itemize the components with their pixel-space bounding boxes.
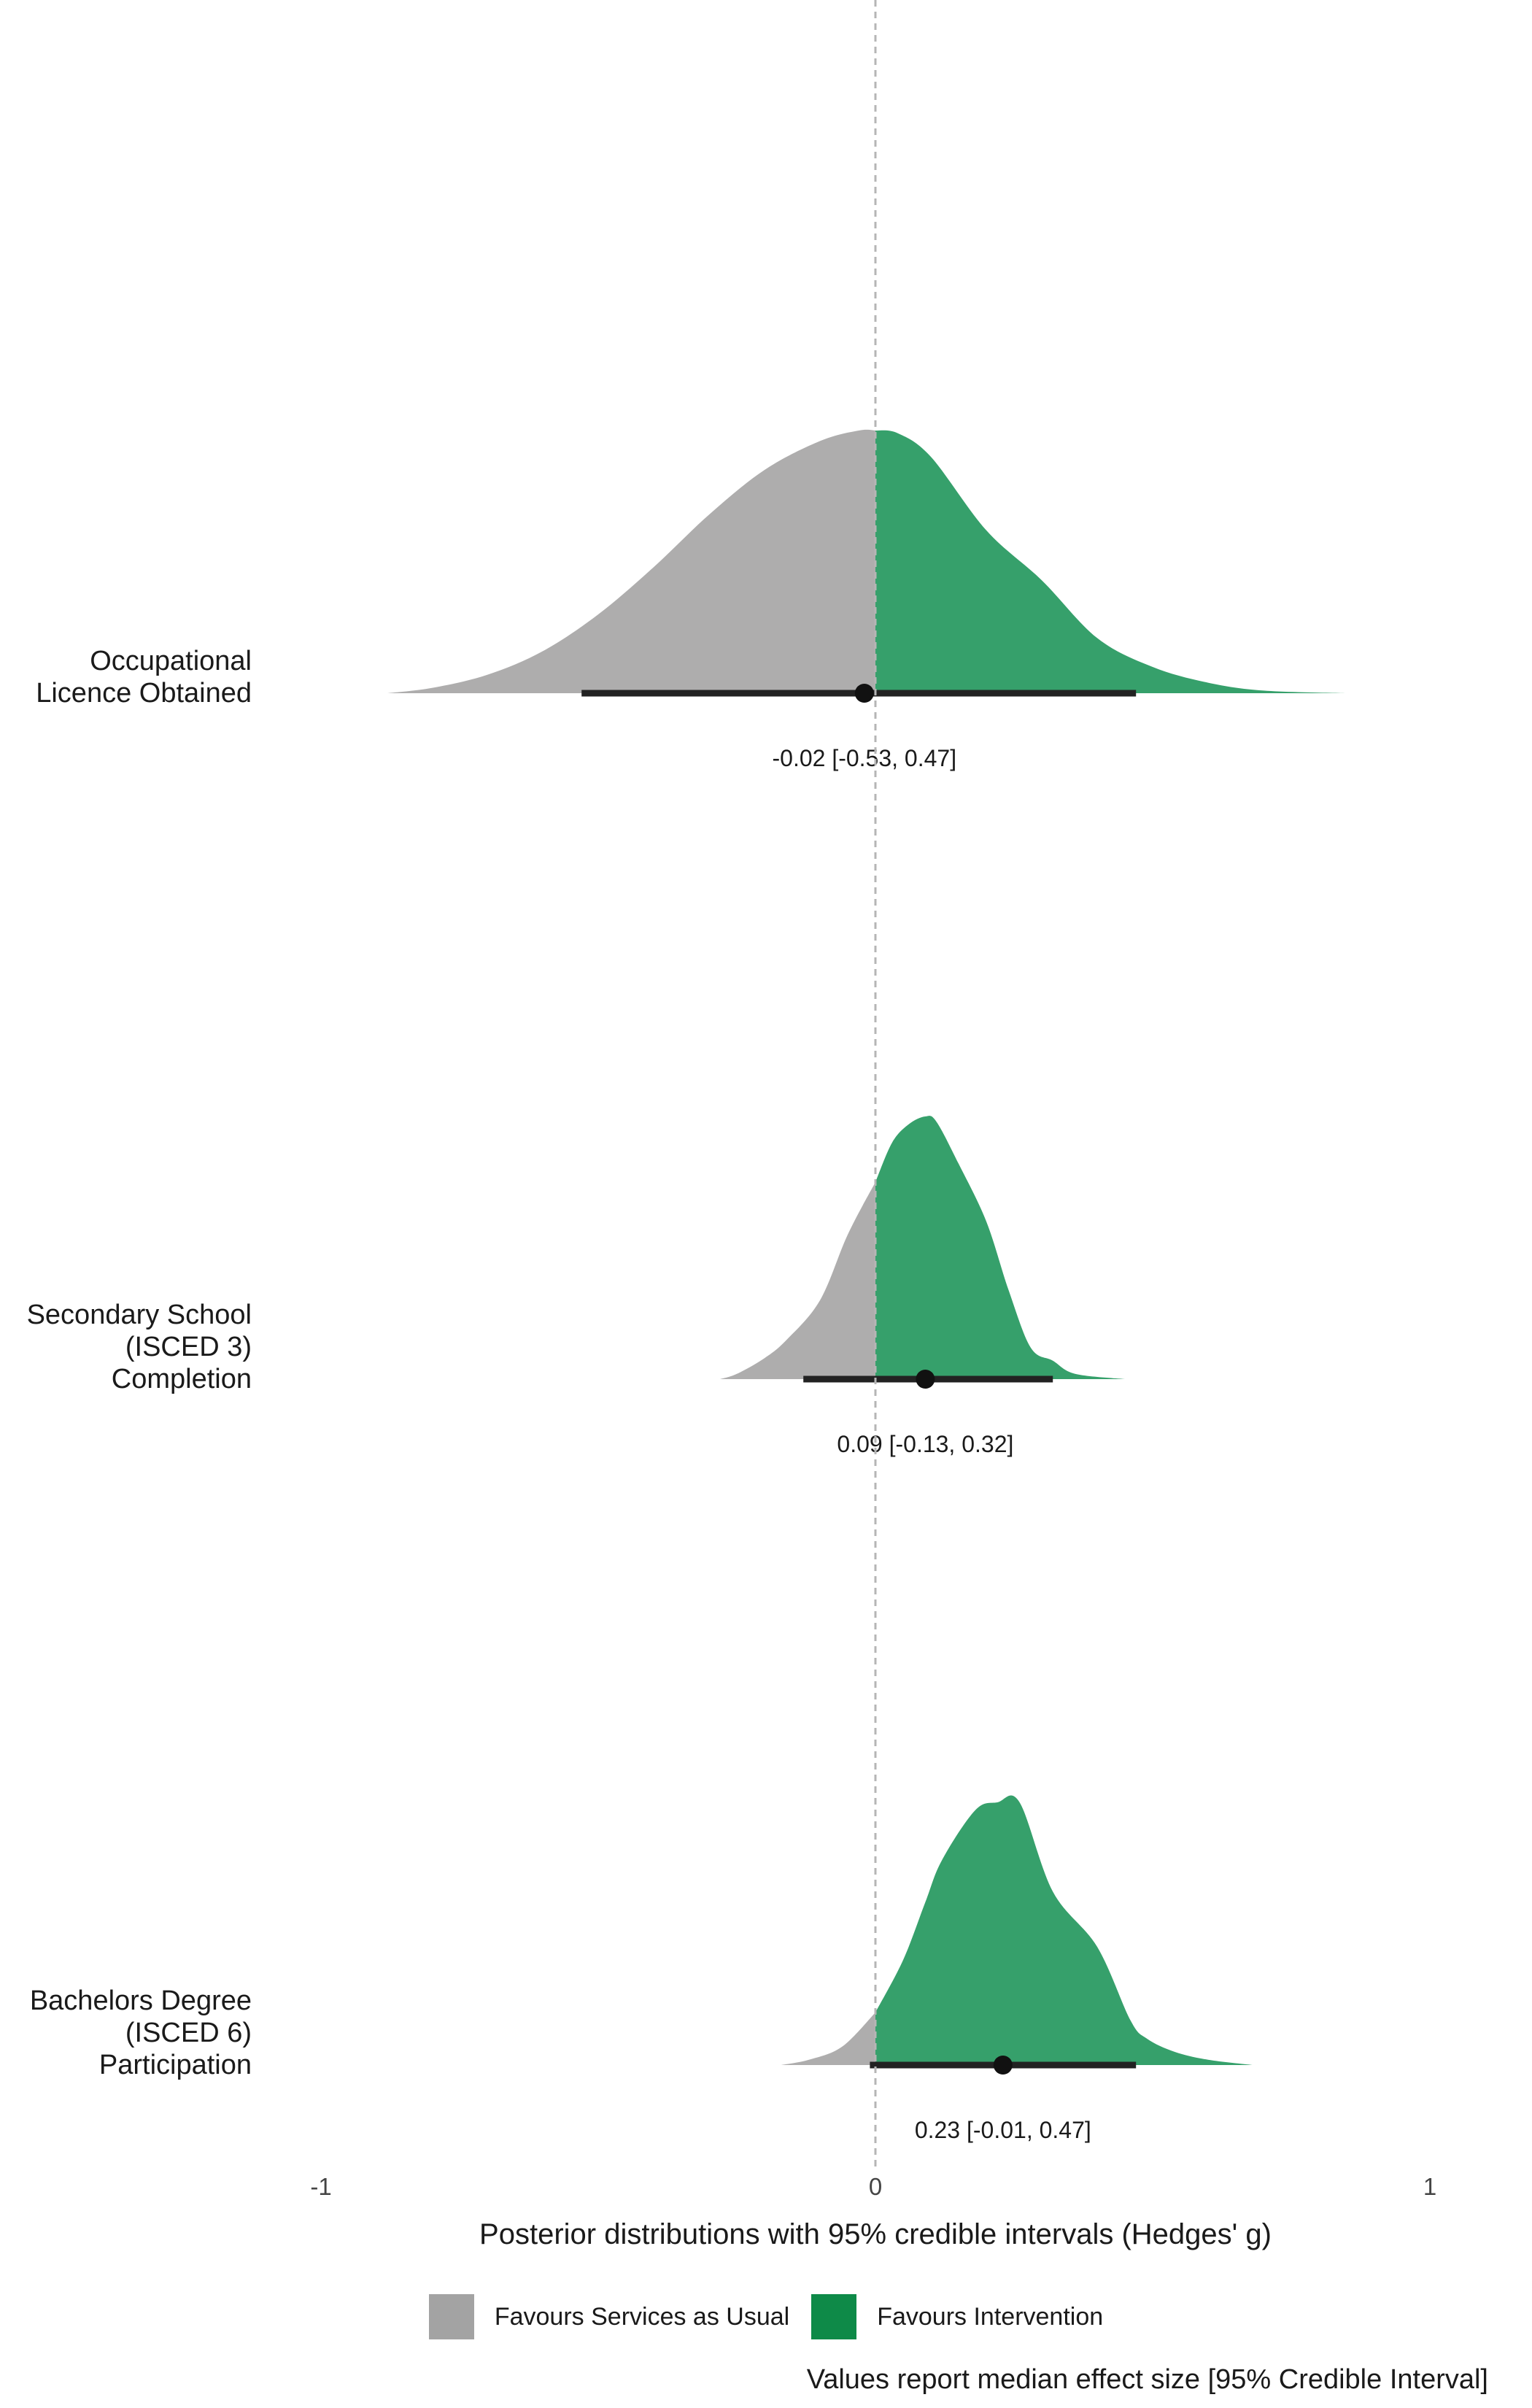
legend-label-services-as-usual: Favours Services as Usual — [494, 2302, 790, 2331]
interval-annotation-occupational: -0.02 [-0.53, 0.47] — [772, 745, 956, 771]
density-positive-secondary-school — [874, 1116, 1125, 1379]
x-tick-label-3: 1 — [1423, 2173, 1436, 2200]
legend-item-services-as-usual: Favours Services as Usual — [428, 2294, 790, 2339]
density-positive-bachelors-degree — [873, 1795, 1253, 2065]
median-point-bachelors-degree — [993, 2056, 1013, 2075]
category-label-bachelors-degree-line-1: Bachelors Degree — [30, 1986, 252, 2016]
interval-annotation-secondary-school: 0.09 [-0.13, 0.32] — [837, 1431, 1013, 1457]
density-positive-occupational — [873, 430, 1347, 693]
legend-swatch-intervention — [811, 2294, 857, 2339]
category-label-secondary-school-line-2: (ISCED 3) — [125, 1332, 252, 1362]
x-tick-label-2: 0 — [869, 2173, 882, 2200]
legend-item-intervention: Favours Intervention — [811, 2294, 1103, 2339]
x-tick-label-1: -1 — [310, 2173, 331, 2200]
category-label-bachelors-degree-line-2: (ISCED 6) — [125, 2018, 252, 2048]
interval-annotation-bachelors-degree: 0.23 [-0.01, 0.47] — [915, 2117, 1091, 2143]
category-label-occupational-line-1: Occupational — [90, 646, 252, 676]
chart-caption: Values report median effect size [95% Cr… — [806, 2364, 1488, 2395]
density-negative-secondary-school — [720, 1178, 878, 1379]
legend-label-intervention: Favours Intervention — [877, 2302, 1104, 2331]
category-label-occupational-line-2: Licence Obtained — [36, 678, 252, 709]
category-label-secondary-school-line-1: Secondary School — [27, 1300, 252, 1330]
category-label-bachelors-degree-line-3: Participation — [99, 2050, 252, 2080]
legend-swatch-services-as-usual — [428, 2294, 474, 2339]
density-negative-bachelors-degree — [781, 2010, 878, 2065]
median-point-secondary-school — [916, 1370, 935, 1389]
density-negative-occupational — [387, 429, 877, 693]
category-label-secondary-school-line-3: Completion — [112, 1364, 252, 1394]
x-axis-title: Posterior distributions with 95% credibl… — [479, 2218, 1272, 2250]
legend: Favours Services as Usual Favours Interv… — [0, 2288, 1532, 2346]
median-point-occupational — [854, 684, 874, 703]
